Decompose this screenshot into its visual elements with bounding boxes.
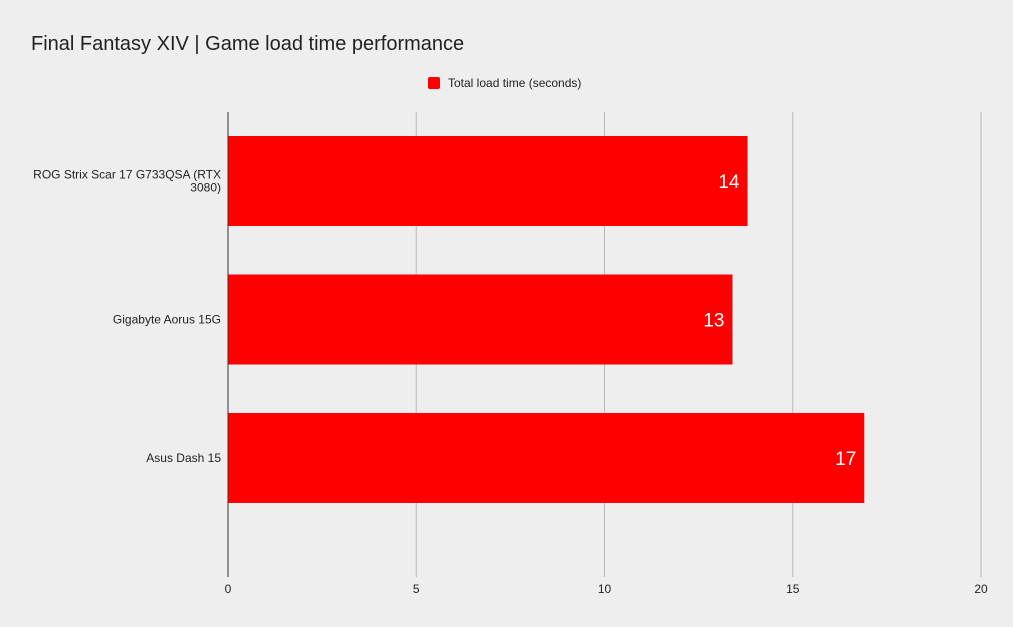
x-tick-label: 5 (413, 582, 420, 596)
category-label: ROG Strix Scar 17 G733QSA (RTX (33, 168, 221, 182)
bar (228, 274, 733, 365)
legend: Total load time (seconds) (428, 76, 581, 90)
x-tick-label: 15 (786, 582, 800, 596)
x-axis-tick-labels: 0 5 10 15 20 (225, 582, 988, 596)
bar-data-label: 14 (718, 172, 740, 193)
legend-label: Total load time (seconds) (448, 76, 581, 90)
legend-swatch (428, 77, 440, 89)
bar-data-labels: 14 13 17 (703, 172, 856, 470)
x-tick-label: 0 (225, 582, 232, 596)
x-tick-label: 10 (598, 582, 612, 596)
x-tick-label: 20 (974, 582, 988, 596)
category-label: Asus Dash 15 (146, 451, 221, 465)
bars (228, 136, 865, 503)
chart-title: Final Fantasy XIV | Game load time perfo… (31, 33, 464, 55)
bar-data-label: 13 (703, 311, 724, 332)
category-label: 3080) (190, 181, 221, 195)
bar (228, 136, 748, 226)
category-label: Gigabyte Aorus 15G (113, 313, 221, 327)
bar-data-label: 17 (835, 449, 856, 470)
bar (228, 413, 865, 503)
